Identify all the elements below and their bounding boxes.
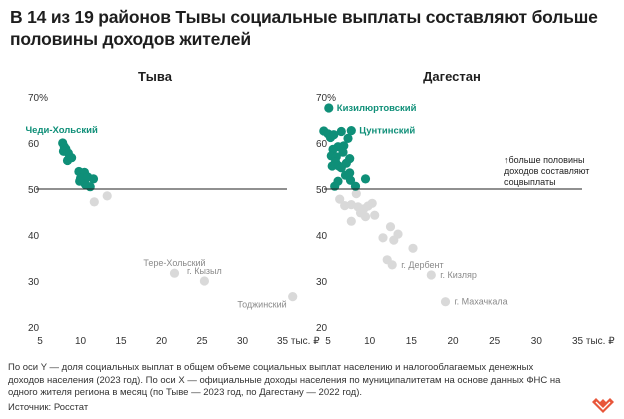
- tuva-data-point-below-50: [102, 191, 112, 201]
- dagestan-data-point-below-50: [387, 260, 397, 270]
- dagestan-data-point-above-50: [327, 161, 337, 171]
- dagestan-data-point-above-50: [343, 133, 353, 143]
- dagestan-data-point-below-50: [408, 243, 418, 253]
- dagestan-data-point-below-50: [370, 210, 380, 220]
- dagestan-annotation-label: г. Дербент: [401, 260, 443, 270]
- tuva-chart-title: Тыва: [138, 69, 173, 84]
- dagestan-data-point-above-50: [345, 168, 355, 178]
- tuva-data-point-above-50: [75, 176, 85, 186]
- dagestan-annotation-label: Кизилюртовский: [337, 103, 417, 114]
- tuva-annotation-label: Чеди-Хольский: [26, 125, 99, 136]
- dagestan-data-point-below-50: [346, 216, 356, 226]
- dagestan-x-tick-label: 5: [325, 336, 331, 347]
- dagestan-y-tick-label: 20: [316, 323, 328, 334]
- dagestan-x-tick-label: 15: [406, 336, 418, 347]
- dagestan-x-tick-label: 20: [447, 336, 459, 347]
- dagestan-x-tick-label: 25: [489, 336, 501, 347]
- tuva-data-point-below-50: [169, 268, 180, 278]
- tuva-data-point-below-50: [199, 276, 209, 286]
- dagestan-data-point-below-50: [335, 194, 345, 204]
- dagestan-x-tick-label: 30: [531, 336, 543, 347]
- tuva-annotation-label: г. Кызыл: [187, 266, 222, 276]
- dagestan-x-tick-label: 35 тыс. ₽: [572, 336, 615, 347]
- dagestan-data-point-above-50: [330, 181, 340, 191]
- footnote: По оси Y — доля социальных выплат в обще…: [8, 362, 561, 398]
- tuva-data-point-above-50: [88, 174, 99, 184]
- dagestan-y-tick-label: 70%: [316, 93, 336, 104]
- dagestan-data-point-above-50: [338, 147, 348, 157]
- brand-logo-icon: [592, 398, 614, 413]
- tuva-x-tick-label: 15: [115, 336, 127, 347]
- dagestan-annotation-label: г. Кизляр: [440, 270, 477, 280]
- dagestan-data-point-above-50: [350, 181, 361, 191]
- tuva-y-tick-label: 30: [28, 277, 40, 288]
- dagestan-y-tick-label: 40: [316, 231, 328, 242]
- tuva-data-point-below-50: [89, 197, 99, 207]
- dagestan-x-tick-label: 10: [364, 336, 376, 347]
- tuva-y-tick-label: 50: [28, 185, 40, 196]
- tuva-y-tick-label: 20: [28, 323, 40, 334]
- tuva-x-tick-label: 5: [37, 336, 43, 347]
- dagestan-reference-note: ↑больше половины доходов составляют соцвып…: [504, 155, 589, 187]
- tuva-data-point-below-50: [288, 292, 298, 302]
- dagestan-annotation-label: Цунтинский: [359, 126, 415, 137]
- tuva-y-tick-label: 70%: [28, 93, 48, 104]
- dagestan-data-point-below-50: [351, 189, 361, 199]
- tuva-x-tick-label: 10: [75, 336, 87, 347]
- dagestan-data-point-above-50: [346, 126, 356, 136]
- dagestan-y-tick-label: 50: [316, 185, 328, 196]
- dagestan-y-tick-label: 30: [316, 277, 328, 288]
- dagestan-data-point-below-50: [367, 198, 377, 208]
- tuva-y-tick-label: 40: [28, 231, 40, 242]
- dagestan-data-point-below-50: [385, 222, 396, 232]
- dagestan-data-point-below-50: [360, 212, 371, 222]
- tuva-annotation-label: Тоджинский: [237, 300, 286, 310]
- dagestan-annotation-label: г. Махачкала: [455, 297, 508, 307]
- dagestan-data-point-below-50: [393, 229, 403, 239]
- tuva-data-point-above-50: [67, 153, 77, 163]
- dagestan-chart-title: Дагестан: [423, 69, 481, 84]
- dagestan-data-point-above-50: [329, 130, 339, 140]
- tuva-x-tick-label: 20: [156, 336, 168, 347]
- tuva-x-tick-label: 25: [196, 336, 208, 347]
- dagestan-data-point-below-50: [378, 233, 388, 243]
- tuva-y-tick-label: 60: [28, 139, 40, 150]
- dagestan-y-tick-label: 60: [316, 139, 328, 150]
- page-title: В 14 из 19 районов Тывы социальные выпла…: [10, 7, 598, 49]
- dagestan-data-point-below-50: [440, 297, 451, 307]
- dagestan-data-point-below-50: [426, 270, 436, 280]
- dagestan-data-point-above-50: [324, 103, 334, 113]
- tuva-x-tick-label: 35 тыс. ₽: [277, 336, 320, 347]
- tuva-annotation-label: Тере-Хольский: [143, 258, 205, 268]
- dagestan-data-point-above-50: [336, 163, 346, 173]
- dagestan-data-point-above-50: [336, 126, 346, 137]
- tuva-x-tick-label: 30: [237, 336, 249, 347]
- dagestan-data-point-above-50: [360, 174, 371, 184]
- source-note: Источник: Росстат: [8, 402, 89, 413]
